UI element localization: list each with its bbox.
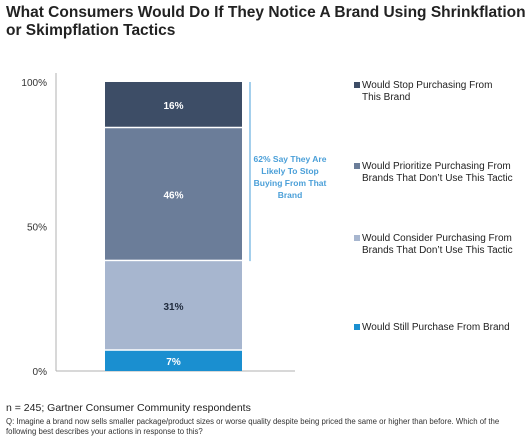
bar-label-2: 46%	[163, 191, 183, 202]
bar-label-0: 7%	[166, 357, 181, 368]
bar-segment-2	[105, 128, 242, 260]
bar-segment-1	[105, 261, 242, 350]
y-tick-label-2: 100%	[21, 78, 47, 89]
annotation-line-0: 62% Say They Are	[254, 154, 327, 164]
annotation-line-1: Likely To Stop	[261, 166, 318, 176]
bar-segment-0	[105, 350, 242, 371]
annotation-line-3: Brand	[278, 190, 303, 200]
legend-swatch-1	[354, 235, 360, 241]
annotation-line-2: Buying From That	[254, 178, 327, 188]
legend-label-1: Would Consider Purchasing From Brands Tha…	[362, 233, 513, 256]
legend-swatch-0	[354, 324, 360, 330]
survey-question: Q: Imagine a brand now sells smaller pac…	[6, 417, 500, 436]
legend-label-2: Would Prioritize Purchasing From Brands T…	[362, 161, 513, 184]
bar-segment-3	[105, 82, 242, 127]
y-tick-label-0: 0%	[33, 367, 48, 378]
legend-label-0: Would Still Purchase From Brand	[362, 322, 510, 333]
chart-title: What Consumers Would Do If They Notice A…	[6, 4, 526, 39]
bar-label-1: 31%	[163, 302, 183, 313]
bar-label-3: 16%	[163, 101, 183, 112]
y-tick-label-1: 50%	[27, 223, 47, 234]
legend-swatch-2	[354, 163, 360, 169]
sample-footnote: n = 245; Gartner Consumer Community resp…	[6, 402, 251, 414]
legend-swatch-3	[354, 82, 360, 88]
legend-label-3: Would Stop Purchasing From This Brand	[362, 80, 492, 103]
